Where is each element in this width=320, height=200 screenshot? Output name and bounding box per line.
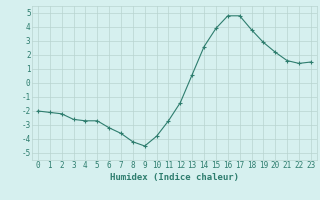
X-axis label: Humidex (Indice chaleur): Humidex (Indice chaleur) bbox=[110, 173, 239, 182]
